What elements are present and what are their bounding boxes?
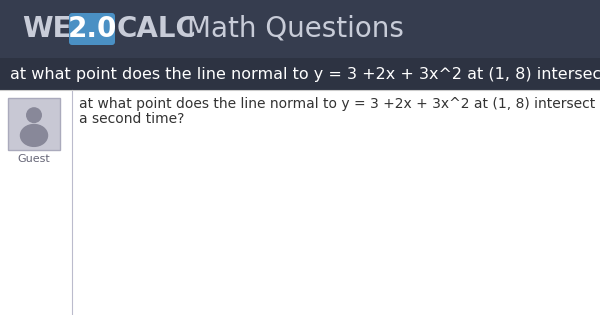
- Ellipse shape: [20, 124, 47, 146]
- Text: at what point does the line normal to y = 3 +2x + 3x^2 at (1, 8) intersect: at what point does the line normal to y …: [10, 66, 600, 82]
- FancyBboxPatch shape: [69, 13, 115, 45]
- Text: 2.0: 2.0: [67, 15, 116, 43]
- Text: Math Questions: Math Questions: [187, 15, 404, 43]
- Text: a second time?: a second time?: [79, 112, 184, 126]
- Circle shape: [27, 108, 41, 123]
- Bar: [8, 98, 60, 150]
- Text: WEB: WEB: [22, 15, 92, 43]
- Text: at what point does the line normal to y = 3 +2x + 3x^2 at (1, 8) intersect the p: at what point does the line normal to y …: [79, 97, 600, 111]
- FancyBboxPatch shape: [0, 58, 600, 90]
- Text: Guest: Guest: [17, 154, 50, 164]
- FancyBboxPatch shape: [0, 90, 600, 315]
- FancyBboxPatch shape: [8, 98, 60, 150]
- Text: CALC: CALC: [117, 15, 197, 43]
